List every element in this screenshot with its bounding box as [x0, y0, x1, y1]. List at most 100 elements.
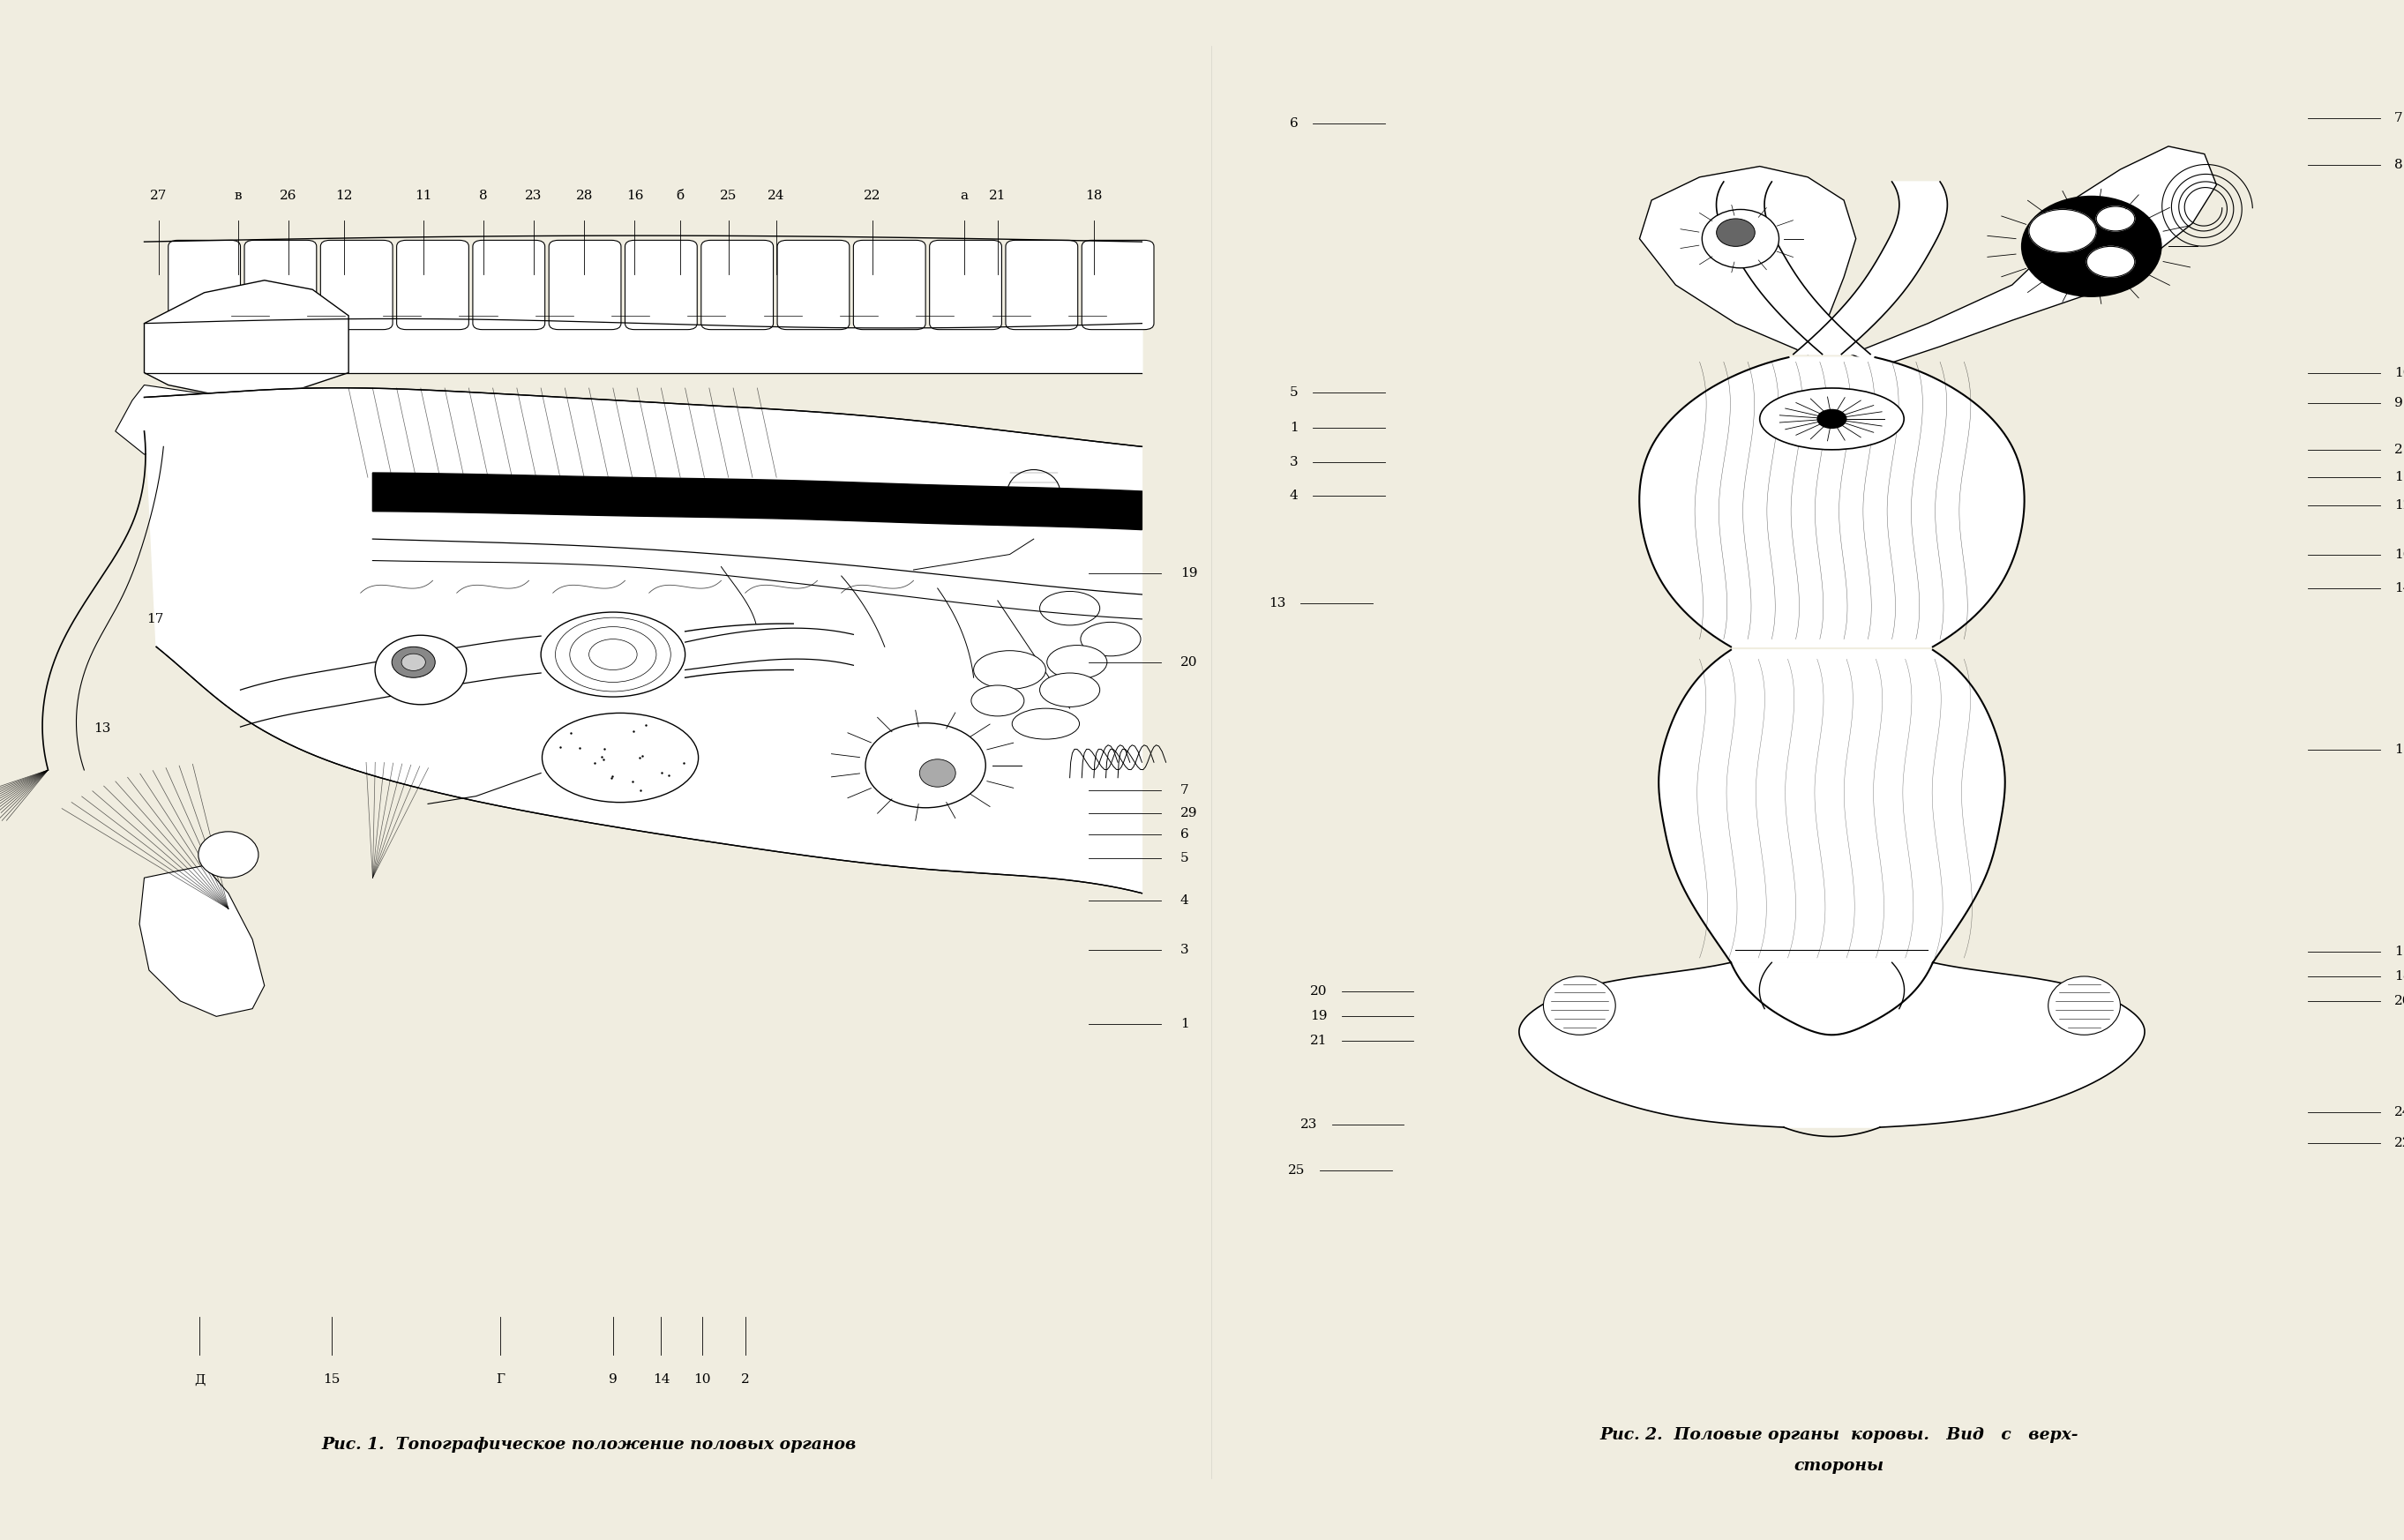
Ellipse shape: [1048, 645, 1106, 679]
Text: 7: 7: [1180, 784, 1190, 796]
Polygon shape: [1851, 146, 2216, 367]
Polygon shape: [144, 280, 349, 397]
Ellipse shape: [392, 647, 435, 678]
Text: 2: 2: [2394, 444, 2404, 456]
Ellipse shape: [375, 636, 466, 705]
Text: 22: 22: [2394, 1137, 2404, 1149]
Text: 14: 14: [2394, 582, 2404, 594]
Text: 8: 8: [478, 189, 488, 202]
Text: 5: 5: [1289, 387, 1298, 399]
Text: 22: 22: [863, 189, 882, 202]
Text: 13: 13: [94, 722, 111, 735]
Ellipse shape: [543, 713, 700, 802]
Text: 10: 10: [2394, 367, 2404, 379]
Ellipse shape: [1716, 219, 1755, 246]
FancyBboxPatch shape: [1082, 240, 1154, 330]
Text: 24: 24: [2394, 1106, 2404, 1118]
Text: 20: 20: [2394, 995, 2404, 1007]
Text: 23: 23: [1301, 1118, 1317, 1130]
Polygon shape: [1659, 650, 2005, 962]
Ellipse shape: [1039, 673, 1101, 707]
Text: 20: 20: [1310, 986, 1327, 998]
Polygon shape: [139, 865, 264, 1016]
Text: стороны: стороны: [1793, 1458, 1885, 1474]
Ellipse shape: [2048, 976, 2120, 1035]
FancyBboxPatch shape: [397, 240, 469, 330]
Text: б: б: [676, 189, 685, 202]
Text: 6: 6: [1289, 117, 1298, 129]
Text: 15: 15: [2394, 744, 2404, 756]
Ellipse shape: [971, 685, 1024, 716]
FancyBboxPatch shape: [853, 240, 926, 330]
Text: Д: Д: [195, 1374, 204, 1386]
Ellipse shape: [1543, 976, 1615, 1035]
Polygon shape: [1640, 357, 2024, 647]
Ellipse shape: [918, 759, 957, 787]
FancyBboxPatch shape: [776, 240, 849, 330]
Text: 25: 25: [719, 189, 738, 202]
Text: 12: 12: [2394, 499, 2404, 511]
Text: 19: 19: [1310, 1010, 1327, 1023]
Text: Рис. 2.  Половые органы  коровы.   Вид   с   верх-: Рис. 2. Половые органы коровы. Вид с вер…: [1599, 1428, 2079, 1443]
Text: 2: 2: [740, 1374, 750, 1386]
FancyBboxPatch shape: [625, 240, 697, 330]
Text: 8: 8: [2394, 159, 2404, 171]
Polygon shape: [1793, 182, 1947, 354]
Ellipse shape: [1760, 388, 1904, 450]
Circle shape: [1817, 410, 1846, 428]
Polygon shape: [1519, 962, 2144, 1127]
Text: 18: 18: [2394, 970, 2404, 983]
Text: 11: 11: [2394, 471, 2404, 484]
Text: в: в: [233, 189, 243, 202]
Circle shape: [2029, 209, 2096, 253]
Text: 29: 29: [1180, 807, 1197, 819]
Text: 10: 10: [692, 1374, 712, 1386]
Text: Рис. 1.  Топографическое положение половых органов: Рис. 1. Топографическое положение половы…: [322, 1437, 856, 1452]
Text: 28: 28: [575, 189, 594, 202]
FancyBboxPatch shape: [245, 240, 317, 330]
Text: 3: 3: [1289, 456, 1298, 468]
FancyBboxPatch shape: [1005, 240, 1077, 330]
Text: 16: 16: [625, 189, 644, 202]
Ellipse shape: [974, 650, 1046, 690]
Text: 15: 15: [322, 1374, 341, 1386]
Text: 14: 14: [651, 1374, 671, 1386]
Text: 11: 11: [413, 189, 433, 202]
Text: 12: 12: [334, 189, 353, 202]
Text: 17: 17: [147, 613, 163, 625]
Text: 20: 20: [1180, 656, 1197, 668]
Ellipse shape: [197, 832, 260, 878]
Ellipse shape: [1039, 591, 1101, 625]
Text: 4: 4: [1180, 895, 1190, 907]
Text: 7: 7: [2394, 112, 2404, 125]
Polygon shape: [1640, 166, 1856, 354]
Text: Г: Г: [495, 1374, 505, 1386]
FancyBboxPatch shape: [168, 240, 240, 330]
Text: 27: 27: [149, 189, 168, 202]
Text: 18: 18: [1084, 189, 1103, 202]
Ellipse shape: [1702, 209, 1779, 268]
Text: 4: 4: [1289, 490, 1298, 502]
Text: 21: 21: [1310, 1035, 1327, 1047]
FancyBboxPatch shape: [320, 240, 392, 330]
Text: 1: 1: [1289, 422, 1298, 434]
Ellipse shape: [401, 654, 426, 671]
Ellipse shape: [541, 611, 685, 696]
Polygon shape: [1716, 182, 1870, 354]
Polygon shape: [144, 388, 1142, 893]
Text: 6: 6: [1180, 829, 1190, 841]
Ellipse shape: [865, 722, 986, 807]
Ellipse shape: [1007, 470, 1060, 516]
FancyBboxPatch shape: [548, 240, 620, 330]
Text: а: а: [959, 189, 969, 202]
Text: 21: 21: [988, 189, 1007, 202]
Text: 1: 1: [1180, 1018, 1190, 1030]
FancyBboxPatch shape: [474, 240, 546, 330]
Circle shape: [2087, 246, 2135, 277]
Polygon shape: [373, 473, 1142, 530]
Ellipse shape: [1082, 622, 1142, 656]
Text: 9: 9: [608, 1374, 618, 1386]
Polygon shape: [115, 385, 240, 454]
Ellipse shape: [2022, 196, 2161, 296]
FancyBboxPatch shape: [702, 240, 774, 330]
